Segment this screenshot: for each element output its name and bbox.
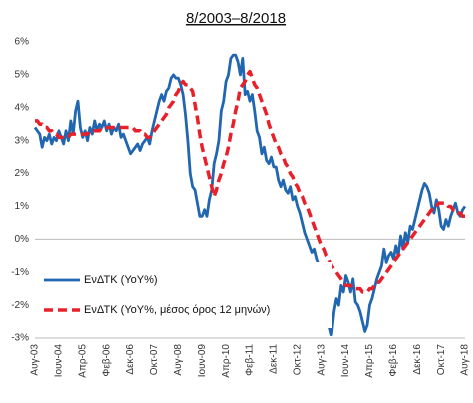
y-tick-label: -2% <box>11 300 29 311</box>
legend-label: ΕνΔΤΚ (YoY%) <box>84 274 158 286</box>
y-tick-label: 6% <box>15 37 30 48</box>
x-tick-label: Δεκ-06 <box>125 344 136 375</box>
x-tick-label: Οκτ-17 <box>436 344 447 376</box>
y-tick-label: 2% <box>15 168 30 179</box>
x-tick-label: Απρ-10 <box>221 344 232 378</box>
x-tick-label: Αυγ-13 <box>316 344 327 376</box>
y-tick-label: 4% <box>15 102 30 113</box>
x-tick-label: Οκτ-12 <box>292 344 303 376</box>
x-tick-label: Φεβ-06 <box>101 344 112 377</box>
x-tick-label: Απρ-15 <box>364 344 375 378</box>
x-tick-label: Φεβ-11 <box>245 344 256 376</box>
x-tick-label: Αυγ-18 <box>460 344 471 376</box>
x-tick-label: Ιουν-09 <box>197 344 208 378</box>
y-tick-label: 3% <box>15 135 30 146</box>
series-line <box>35 69 465 294</box>
x-tick-label: Δεκ-11 <box>269 344 280 374</box>
x-tick-label: Ιουν-04 <box>54 344 65 378</box>
y-tick-label: 5% <box>15 70 30 81</box>
x-tick-label: Δεκ-16 <box>412 344 423 375</box>
legend-box <box>40 262 332 328</box>
x-tick-label: Ιουν-14 <box>340 344 351 378</box>
x-tick-label: Οκτ-07 <box>149 344 160 376</box>
x-tick-label: Αυγ-08 <box>173 344 184 376</box>
series-line <box>33 53 467 337</box>
legend-label: ΕνΔΤΚ (YoY%, μέσος όρος 12 μηνών) <box>84 304 270 316</box>
chart-title: 8/2003–8/2018 <box>186 10 286 27</box>
y-tick-label: -1% <box>11 267 29 278</box>
y-tick-label: -3% <box>11 333 29 344</box>
x-tick-label: Φεβ-16 <box>388 344 399 377</box>
y-tick-label: 1% <box>15 201 30 212</box>
x-tick-label: Αυγ-03 <box>30 344 41 376</box>
x-tick-label: Απρ-05 <box>77 344 88 378</box>
y-tick-label: 0% <box>15 234 30 245</box>
